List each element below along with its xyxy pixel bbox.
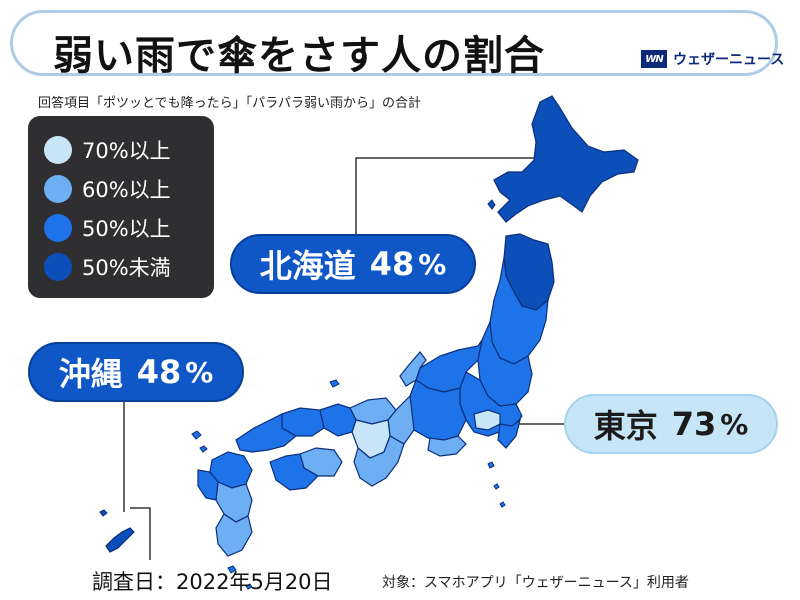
small-islands bbox=[191, 379, 506, 590]
legend-label: 50%未満 bbox=[82, 255, 171, 280]
callout-unit: % bbox=[418, 247, 447, 281]
subtitle: 回答項目「ポツッとでも降ったら」「パラパラ弱い雨から」の合計 bbox=[38, 96, 421, 111]
legend-label: 70%以上 bbox=[82, 138, 171, 163]
region-hyogo bbox=[319, 403, 357, 437]
region-nagasaki bbox=[197, 469, 219, 501]
region-hokkaido bbox=[493, 95, 639, 223]
callout-unit: % bbox=[720, 407, 749, 441]
callout-region-name: 東京 bbox=[593, 407, 658, 445]
callout-tokyo: 東京 73 % bbox=[564, 394, 778, 454]
legend-item: 60%以上 bbox=[44, 169, 214, 208]
hokkaido-leader-line bbox=[355, 157, 535, 240]
title-banner: 弱い雨で傘をさす人の割合 WN ウェザーニュース bbox=[10, 10, 784, 79]
region-shizuoka bbox=[427, 435, 467, 457]
legend-swatch-icon bbox=[44, 135, 72, 164]
island-okinawa-small bbox=[99, 509, 108, 517]
region-kyushu-central bbox=[215, 481, 253, 523]
callout-value: 48 bbox=[136, 353, 182, 391]
callout-unit: % bbox=[185, 355, 214, 389]
region-kii bbox=[353, 435, 405, 487]
callout-value: 48 bbox=[369, 245, 415, 283]
survey-target: 対象：スマホアプリ「ウェザーニュース」利用者 bbox=[382, 575, 689, 591]
region-boso bbox=[497, 418, 521, 449]
brand: WN ウェザーニュース bbox=[641, 49, 784, 69]
legend: 70%以上 60%以上 50%以上 50%未満 bbox=[28, 116, 214, 298]
legend-label: 60%以上 bbox=[82, 177, 171, 202]
leader-lines bbox=[123, 157, 564, 560]
legend-label: 50%以上 bbox=[82, 216, 171, 241]
legend-item: 50%未満 bbox=[44, 247, 214, 286]
island-okushiri bbox=[487, 199, 496, 210]
region-okinawa bbox=[105, 527, 135, 553]
legend-swatch-icon bbox=[44, 252, 72, 281]
region-kyushu-south bbox=[215, 513, 253, 557]
region-tohoku-mid bbox=[489, 257, 549, 365]
callout-region-name: 沖縄 bbox=[58, 355, 123, 393]
okinawa-bracket-line bbox=[130, 507, 151, 560]
brand-name: ウェザーニュース bbox=[673, 52, 785, 68]
page-title: 弱い雨で傘をさす人の割合 bbox=[53, 32, 545, 79]
region-noto bbox=[399, 351, 427, 387]
weathernews-logo-icon: WN bbox=[641, 50, 667, 68]
callout-value: 73 bbox=[671, 405, 717, 443]
callout-okinawa: 沖縄 48 % bbox=[28, 342, 244, 402]
callout-region-name: 北海道 bbox=[259, 247, 356, 285]
legend-item: 50%以上 bbox=[44, 208, 214, 247]
region-tohoku-south bbox=[477, 319, 533, 407]
region-chugoku-west bbox=[235, 413, 298, 453]
legend-swatch-icon bbox=[44, 213, 72, 242]
survey-date: 調査日：2022年5月20日 bbox=[92, 570, 333, 594]
legend-item: 70%以上 bbox=[44, 130, 214, 169]
legend-swatch-icon bbox=[44, 174, 72, 203]
callout-hokkaido: 北海道 48 % bbox=[230, 234, 476, 294]
region-shikoku-west bbox=[269, 453, 319, 491]
